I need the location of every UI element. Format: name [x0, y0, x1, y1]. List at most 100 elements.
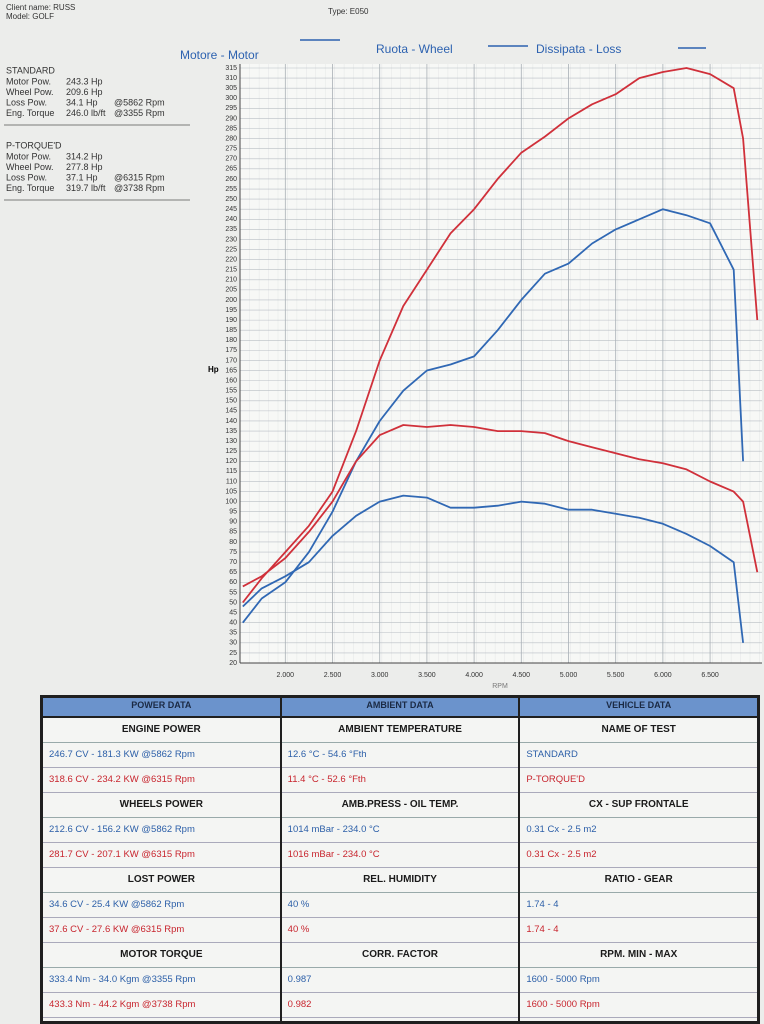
summary-text: 277.8 Hp — [66, 162, 103, 172]
section-value: P-TORQUE'D — [520, 768, 758, 793]
minor-grid — [240, 64, 762, 663]
section-value: 12.6 °C - 54.6 °Fth — [281, 743, 519, 768]
summary-title: P-TORQUE'D — [6, 140, 62, 150]
y-tick-label: 45 — [229, 609, 237, 616]
section-value: 11.4 °C - 52.6 °Fth — [281, 768, 519, 793]
y-tick-label: 220 — [225, 256, 237, 263]
y-tick-label: 230 — [225, 236, 237, 243]
y-tick-label: 80 — [229, 539, 237, 546]
table-heading: POWER DATA — [43, 698, 282, 716]
y-tick-label: 140 — [225, 418, 237, 425]
y-tick-label: 145 — [225, 408, 237, 415]
y-tick-label: 255 — [225, 186, 237, 193]
section-value: 0.31 Cx - 2.5 m2 — [520, 843, 758, 868]
y-tick-label: 275 — [225, 146, 237, 153]
y-tick-label: 20 — [229, 660, 237, 667]
section-title: WHEELS POWER — [43, 793, 280, 818]
summary-text: @6315 Rpm — [114, 172, 165, 182]
series-line — [242, 424, 759, 588]
series-line — [242, 494, 744, 643]
section-title: AMB.PRESS - OIL TEMP. — [281, 793, 519, 818]
y-tick-label: 35 — [229, 630, 237, 637]
y-tick-label: 180 — [225, 337, 237, 344]
summary-text: Eng. Torque — [6, 183, 54, 193]
x-tick-label: 4.000 — [465, 672, 483, 679]
table-header: POWER DATA AMBIENT DATA VEHICLE DATA — [43, 698, 757, 718]
section-title: NAME OF TEST — [520, 718, 758, 743]
y-tick-label: 310 — [225, 75, 237, 82]
y-tick-label: 70 — [229, 559, 237, 566]
series-line — [242, 67, 759, 604]
y-tick-label: 30 — [229, 640, 237, 647]
y-tick-label: 190 — [225, 317, 237, 324]
legend-label: Motore - Motor — [180, 48, 259, 62]
section-value: 0.987 — [281, 968, 519, 993]
y-tick-label: 290 — [225, 115, 237, 122]
y-tick-label: 260 — [225, 176, 237, 183]
y-tick-label: 160 — [225, 377, 237, 384]
y-tick-label: 150 — [225, 398, 237, 405]
y-tick-label: 65 — [229, 569, 237, 576]
section-value: 37.6 CV - 27.6 KW @6315 Rpm — [43, 918, 280, 943]
summary-text: 319.7 lb/ft — [66, 183, 106, 193]
y-tick-label: 265 — [225, 166, 237, 173]
y-tick-label: 280 — [225, 135, 237, 142]
y-tick-label: 95 — [229, 509, 237, 516]
section-value: 212.6 CV - 156.2 KW @5862 Rpm — [43, 818, 280, 843]
model-name: Model: GOLF — [6, 12, 54, 21]
summary-text: @3355 Rpm — [114, 108, 165, 118]
y-tick-label: 105 — [225, 488, 237, 495]
x-tick-label: 5.000 — [560, 672, 578, 679]
y-tick-label: 55 — [229, 589, 237, 596]
y-tick-label: 120 — [225, 458, 237, 465]
table-column: AMBIENT TEMPERATURE 12.6 °C - 54.6 °Fth 11… — [281, 718, 521, 1021]
summary-text: @3738 Rpm — [114, 183, 165, 193]
legend-label: Ruota - Wheel — [376, 42, 453, 56]
y-tick-label: 235 — [225, 226, 237, 233]
section-value: 1016 mBar - 234.0 °C — [281, 843, 519, 868]
y-tick-label: 245 — [225, 206, 237, 213]
section-value: 34.6 CV - 25.4 KW @5862 Rpm — [43, 893, 280, 918]
y-tick-label: 170 — [225, 357, 237, 364]
section-title: RPM. MIN - MAX — [520, 943, 758, 968]
y-tick-label: 115 — [226, 468, 237, 475]
section-value: 1600 - 5000 Rpm — [520, 968, 758, 993]
x-tick-label: 6.000 — [654, 672, 672, 679]
dyno-chart: Client name: RUSS Model: GOLF Type: E050… — [4, 3, 762, 690]
y-tick-label: 75 — [229, 549, 237, 556]
y-tick-label: 215 — [225, 267, 237, 274]
section-value: 333.4 Nm - 34.0 Kgm @3355 Rpm — [43, 968, 280, 993]
summary-text: 243.3 Hp — [66, 76, 103, 86]
y-tick-label: 130 — [225, 438, 237, 445]
x-tick-label: 3.000 — [371, 672, 389, 679]
section-title: MOTOR TORQUE — [43, 943, 280, 968]
legend-label: Dissipata - Loss — [536, 42, 621, 56]
y-tick-label: 175 — [225, 347, 237, 354]
x-tick-label: 6.500 — [701, 672, 719, 679]
y-tick-label: 270 — [225, 156, 237, 163]
summary-text: 209.6 Hp — [66, 87, 103, 97]
section-value: 1.74 - 4 — [520, 893, 758, 918]
y-tick-label: 300 — [225, 95, 237, 102]
x-tick-label: 5.500 — [607, 672, 625, 679]
y-tick-label: 50 — [229, 599, 237, 606]
y-tick-label: 240 — [225, 216, 237, 223]
table-column: NAME OF TEST STANDARD P-TORQUE'D CX - SUP F… — [520, 718, 758, 1021]
section-title: AMBIENT TEMPERATURE — [281, 718, 519, 743]
client-name: Client name: RUSS — [6, 3, 75, 12]
y-tick-label: 305 — [225, 85, 237, 92]
section-title: CX - SUP FRONTALE — [520, 793, 758, 818]
y-tick-label: 155 — [225, 388, 237, 395]
y-tick-label: 40 — [229, 620, 237, 627]
summary-text: 246.0 lb/ft — [66, 108, 106, 118]
section-value: 1.74 - 4 — [520, 918, 758, 943]
summary-text: 37.1 Hp — [66, 172, 98, 182]
section-value: 433.3 Nm - 44.2 Kgm @3738 Rpm — [43, 993, 280, 1018]
y-tick-label: 205 — [225, 287, 237, 294]
summary-text: Motor Pow. — [6, 76, 51, 86]
summary-title: STANDARD — [6, 65, 55, 75]
data-table: POWER DATA AMBIENT DATA VEHICLE DATA ENGIN… — [40, 695, 760, 1024]
summary-text: Loss Pow. — [6, 97, 47, 107]
y-tick-label: 125 — [225, 448, 237, 455]
